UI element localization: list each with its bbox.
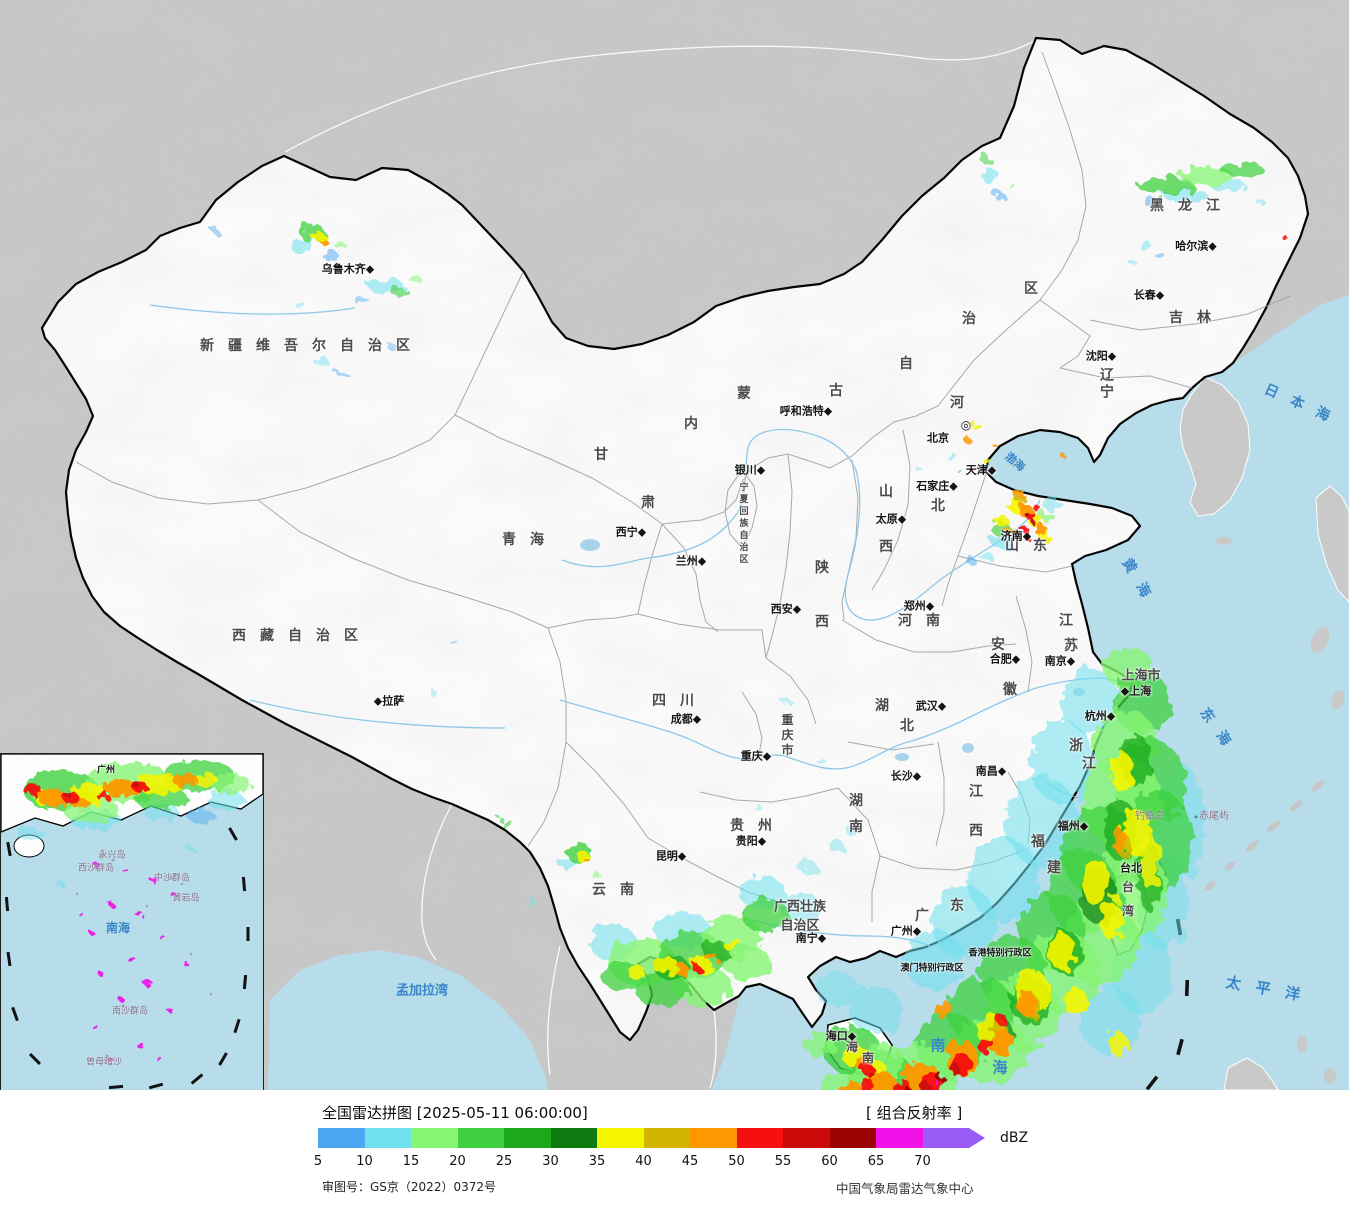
credit: 中国气象局雷达气象中心 <box>836 1181 974 1196</box>
scale-segment <box>922 1128 969 1148</box>
scale-tick: 10 <box>356 1154 373 1169</box>
scale-segment <box>318 1128 365 1148</box>
scale-segment <box>504 1128 551 1148</box>
scale-tick: 35 <box>588 1154 606 1169</box>
scale-arrow <box>969 1128 985 1148</box>
scale-tick: 50 <box>728 1154 745 1169</box>
legend-panel: 全国雷达拼图 [2025-05-11 06:00:00] [ 组合反射率 ] d… <box>0 1090 1349 1208</box>
scale-segment <box>411 1128 458 1148</box>
scale-segment <box>876 1128 923 1148</box>
south-china-sea-inset <box>0 753 264 1091</box>
scale-tick: 15 <box>402 1154 420 1169</box>
map-title: 全国雷达拼图 [2025-05-11 06:00:00] <box>322 1104 588 1122</box>
neighbour-land <box>1179 376 1349 1090</box>
scale-segment <box>690 1128 737 1148</box>
map-canvas <box>0 0 1349 1090</box>
east-sea-water <box>712 295 1349 1090</box>
inset-islets <box>75 854 213 1058</box>
scale-tick: 30 <box>542 1154 559 1169</box>
scale-tick: 70 <box>914 1154 931 1169</box>
scale-tick: 60 <box>821 1154 838 1169</box>
scale-tick: 20 <box>449 1154 466 1169</box>
foreign-borders <box>284 39 1037 1089</box>
approval-number: 审图号：GS京（2022）0372号 <box>322 1180 496 1194</box>
scale-tick: 45 <box>681 1154 699 1169</box>
product-label: [ 组合反射率 ] <box>866 1104 963 1122</box>
scale-tick: 40 <box>635 1154 652 1169</box>
scale-tick: 25 <box>495 1154 513 1169</box>
scale-segment <box>643 1128 690 1148</box>
bay-of-bengal-water <box>268 950 548 1090</box>
inset-dashes <box>4 827 250 1090</box>
scale-segment <box>736 1128 783 1148</box>
scale-tick: 65 <box>867 1154 885 1169</box>
scale-segment <box>829 1128 876 1148</box>
scale-tick: 5 <box>313 1154 323 1169</box>
unit-label: dBZ <box>1000 1130 1029 1146</box>
scale-segment <box>597 1128 644 1148</box>
scale-segment <box>783 1128 830 1148</box>
radar-echo-layer <box>212 156 1287 1090</box>
china-radar-map: 黑 龙 江吉 林辽宁内蒙古自治区新 疆 维 吾 尔 自 治 区甘肃青 海西 藏 … <box>0 0 1349 1091</box>
scale-segment <box>550 1128 597 1148</box>
dbz-color-scale <box>318 1128 985 1148</box>
scale-segment <box>457 1128 504 1148</box>
scale-segment <box>364 1128 411 1148</box>
inset-radar-echo-layer <box>17 760 251 1064</box>
scale-tick: 55 <box>774 1154 792 1169</box>
